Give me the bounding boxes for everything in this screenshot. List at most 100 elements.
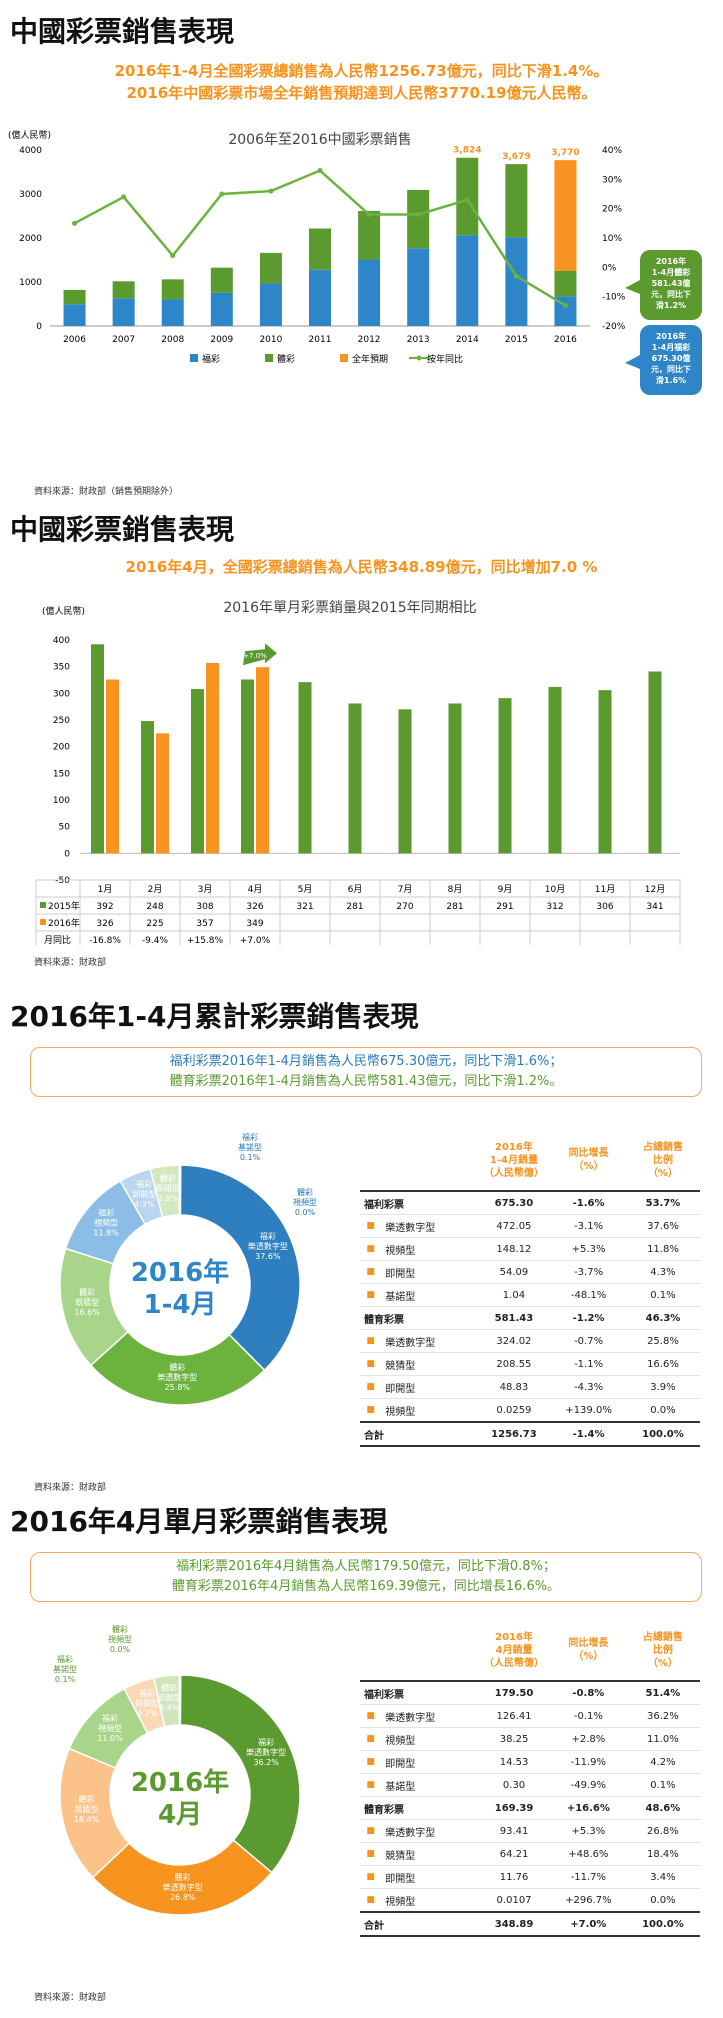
- chart1-bar-sports: [309, 228, 331, 270]
- chart2-xtick: 10月: [545, 884, 565, 895]
- chart2-xtick: 11月: [595, 884, 615, 895]
- chart1-xtick: 2010: [259, 335, 282, 345]
- table-header-row: 2016年 4月銷量 （人民幣億） 同比增長 （%） 占總銷售 比例 （%）: [360, 1620, 700, 1682]
- chart1-yoy-point: [415, 212, 421, 218]
- chart1-data-label: 3,824: [453, 146, 481, 156]
- svg-text:體彩: 體彩: [277, 353, 295, 365]
- chart2-table-cell: 270: [396, 902, 413, 912]
- donut-slice-label: 福彩視頻型 11.0%: [97, 1713, 123, 1743]
- chart2-table-cell: 312: [546, 902, 563, 912]
- donut-slice: [91, 1839, 273, 1916]
- chart2-ytick: 0: [64, 849, 70, 859]
- chart1-y2tick: 0%: [602, 263, 617, 273]
- svg-text:按年同比: 按年同比: [427, 353, 463, 365]
- chart1-bar-sports: [210, 267, 233, 293]
- chart1-ytick: 0: [36, 322, 42, 332]
- section4-info-box: 福利彩票2016年4月銷售為人民幣179.50億元，同比下滑0.8%； 體育彩票…: [30, 1552, 702, 1602]
- section3-info-box: 福利彩票2016年1-4月銷售為人民幣675.30億元，同比下滑1.6%； 體育…: [30, 1047, 702, 1097]
- table-row: ■ 即開型 14.53 -11.9% 4.2%: [360, 1750, 700, 1774]
- svg-text:月同比: 月同比: [44, 934, 71, 945]
- chart1-bar-sports: [112, 281, 135, 299]
- table-row: ■ 樂透數字型 126.41 -0.1% 36.2%: [360, 1704, 700, 1728]
- bullet-icon: ■: [360, 1865, 382, 1889]
- chart2-table-cell: 326: [96, 919, 113, 929]
- chart1-xtick: 2007: [112, 335, 135, 345]
- section4-heading: 2016年4月單月彩票銷售表現: [10, 1505, 388, 1538]
- section4-source: 資料來源：財政部: [34, 1993, 107, 2003]
- table-header-cell: 同比增長 （%）: [551, 1130, 626, 1192]
- chart1-bar-sports: [554, 270, 577, 297]
- chart2-table-row-label: 月同比: [44, 934, 71, 945]
- chart2-bar-2015: [598, 690, 612, 854]
- bullet-icon: ■: [360, 1329, 382, 1353]
- bullet-icon: ■: [360, 1704, 382, 1728]
- chart2-bar-2015: [298, 682, 312, 854]
- chart1-bar-sports: [407, 189, 430, 249]
- chart1-legend-item: 全年預期: [340, 353, 388, 365]
- section4-info-line-2: 體育彩票2016年4月銷售為人民幣169.39億元，同比增長16.6%。: [171, 1579, 561, 1594]
- table-row: ■ 即開型 48.83 -4.3% 3.9%: [360, 1375, 700, 1399]
- chart2-table-cell: +7.0%: [240, 936, 271, 945]
- svg-text:2016年: 2016年: [48, 917, 80, 929]
- chart1-y2tick: 10%: [602, 234, 622, 244]
- bullet-icon: ■: [360, 1842, 382, 1866]
- donut-slice-label: 體彩樂透數字型 25.8%: [157, 1362, 197, 1392]
- chart1-yoy-point: [513, 273, 519, 279]
- chart2-xtick: 5月: [298, 884, 313, 895]
- chart1-bar-sports: [63, 289, 86, 305]
- chart1-ytick: 3000: [19, 190, 42, 200]
- chart2-xtick: 6月: [348, 884, 363, 895]
- chart2-table-row-label: 2015年: [40, 900, 80, 912]
- chart2-xtick: 2月: [148, 884, 163, 895]
- chart1-bar-sports: [358, 210, 381, 260]
- bullet-icon: ■: [360, 1260, 382, 1284]
- table-header-row: 2016年 1-4月銷量 （人民幣億） 同比增長 （%） 占總銷售 比例 （%）: [360, 1130, 700, 1192]
- bullet-icon: ■: [360, 1727, 382, 1751]
- chart2-bar-2015: [648, 671, 662, 854]
- chart1-bar-welfare: [63, 304, 86, 326]
- chart2-bar-2016: [206, 662, 219, 854]
- donut-slice-label: 體彩即開型 3.4%: [157, 1683, 181, 1713]
- chart2-xtick: 3月: [198, 884, 213, 895]
- chart2-xtick: 12月: [645, 884, 665, 895]
- chart1-bar-sports: [456, 157, 479, 236]
- april-donut-chart: 福彩樂透數字型 36.2% 體彩樂透數字型 26.8% 體彩競猜型 18.4% 福彩視頻型 1…: [53, 1624, 301, 1916]
- table-row: ■ 即開型 11.76 -11.7% 3.4%: [360, 1865, 700, 1889]
- chart1-yoy-point: [562, 302, 568, 308]
- chart1-bar-sports: [505, 164, 528, 238]
- bullet-icon: ■: [360, 1352, 382, 1376]
- chart2-table-cell: -16.8%: [89, 936, 121, 945]
- donut-slice: [89, 1330, 266, 1406]
- donut-slice: [178, 1674, 182, 1726]
- svg-text:+7.0%: +7.0%: [243, 652, 267, 660]
- chart2-table-cell: 291: [496, 902, 513, 912]
- donut-slice-label: 福彩即開型 4.3%: [132, 1179, 156, 1209]
- donut-slice-label: 體彩樂透數字型 26.8%: [163, 1872, 203, 1902]
- monthly-sales-chart: (億人民幣) 2016年單月彩票銷量與2015年同期相比 -50 0 50 100 150 2…: [35, 600, 681, 945]
- chart2-title: 2016年單月彩票銷量與2015年同期相比: [223, 600, 476, 616]
- bullet-icon: ■: [360, 1819, 382, 1843]
- chart1-data-label: 3,770: [551, 148, 579, 158]
- donut-slice-label: 體彩視頻型 0.0%: [108, 1624, 132, 1654]
- chart1-yoy-point: [121, 194, 127, 200]
- section1-heading: 中國彩票銷售表現: [10, 15, 235, 48]
- table-row: ■ 競猜型 208.55 -1.1% 16.6%: [360, 1352, 700, 1376]
- chart1-bar-welfare: [407, 248, 430, 326]
- chart1-y2tick: 20%: [602, 205, 622, 215]
- svg-text:福彩: 福彩: [202, 353, 220, 365]
- table-row: ■ 視頻型 38.25 +2.8% 11.0%: [360, 1727, 700, 1751]
- donut-slice: [179, 1674, 301, 1874]
- table-header-cell: 占總銷售 比例 （%）: [625, 1620, 700, 1682]
- donut-slice-label: 福彩基諾型 0.1%: [238, 1132, 262, 1162]
- chart1-xtick: 2016: [554, 335, 577, 345]
- chart1-yoy-point: [366, 212, 372, 218]
- donut-slice-label: 福彩樂透數字型 36.2%: [246, 1737, 286, 1767]
- section1-source: 資料來源：財政部（銷售預期除外）: [34, 487, 179, 497]
- donut-slice-label: 體彩視頻型 0.0%: [293, 1187, 317, 1217]
- chart1-bar-welfare: [309, 269, 331, 326]
- chart2-xtick: 8月: [448, 884, 463, 895]
- chart1-bar-sports: [259, 252, 282, 284]
- donut-slice-label: 福彩視頻型 11.8%: [93, 1207, 119, 1237]
